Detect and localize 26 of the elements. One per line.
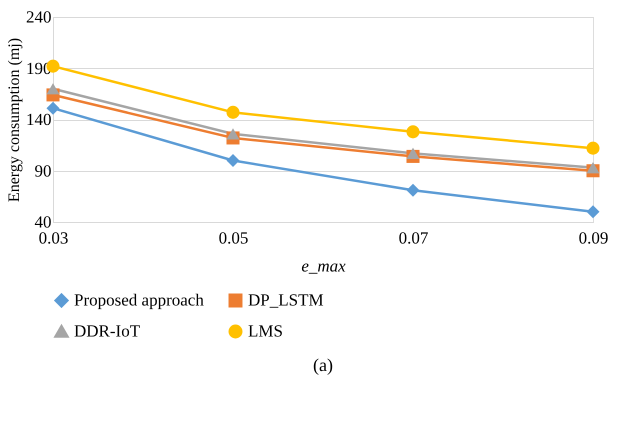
point [46, 102, 60, 115]
text: (a) [313, 355, 333, 375]
point [226, 128, 240, 140]
x-tick-label: 0.09 [578, 228, 608, 248]
y-tick-label: 240 [26, 8, 52, 26]
legend-label: DDR-IoT [74, 322, 141, 340]
point [46, 83, 60, 94]
point [586, 205, 600, 218]
legend-label: DP_LSTM [248, 290, 324, 310]
x-tick-label: 0.03 [38, 228, 68, 248]
point [226, 154, 240, 168]
legend-label: Proposed approach [74, 290, 204, 310]
x-tick-label: 0.07 [398, 228, 429, 248]
y-axis-title: Energy consumption (mj) [6, 38, 23, 202]
y-tick-label: 140 [26, 110, 52, 129]
point [406, 184, 420, 197]
x-tick-label: 0.05 [218, 228, 248, 248]
point [586, 142, 600, 155]
legend-label: LMS [248, 322, 283, 340]
point [586, 162, 600, 174]
y-tick-label: 40 [34, 212, 52, 232]
point [406, 148, 420, 159]
point [226, 106, 240, 119]
y-tick-label: 90 [34, 161, 52, 180]
x-axis-title: e_max [301, 256, 346, 276]
point [406, 125, 420, 138]
